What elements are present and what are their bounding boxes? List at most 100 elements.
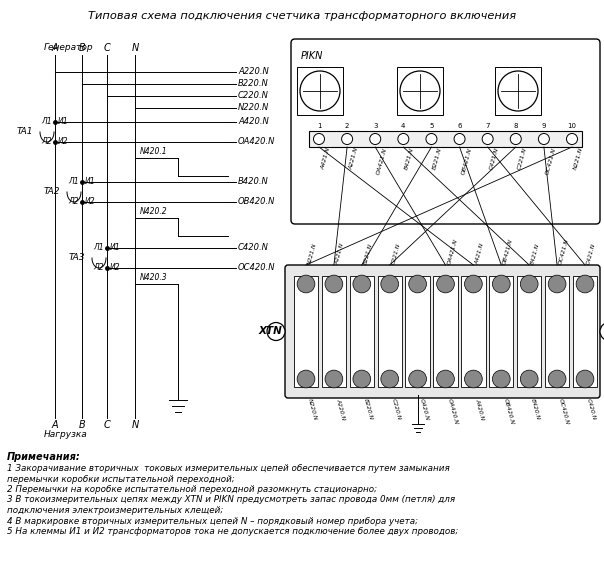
Circle shape [267,322,285,340]
Text: N420.2: N420.2 [140,207,168,216]
Text: N221.N: N221.N [307,242,318,265]
Text: OA421.N: OA421.N [446,237,458,265]
Circle shape [342,133,353,144]
Text: OB421.N: OB421.N [503,237,514,265]
Text: 8: 8 [513,123,518,129]
Text: OA420.N: OA420.N [446,398,458,425]
Circle shape [297,370,315,388]
Text: B: B [79,420,85,430]
Text: 2 Перемычки на коробке испытательной переходной разомкнуть стационарно;: 2 Перемычки на коробке испытательной пер… [7,485,377,494]
Text: 4 В маркировке вторичных измерительных цепей N – порядковый номер прибора учета;: 4 В маркировке вторичных измерительных ц… [7,516,418,526]
Text: B220.N: B220.N [238,80,269,88]
Circle shape [548,370,566,388]
Circle shape [409,370,426,388]
Text: B421.N: B421.N [530,242,541,265]
Bar [573,276,597,387]
Circle shape [520,275,538,293]
Text: И1: И1 [110,243,121,253]
Text: N220.N: N220.N [238,104,269,112]
Text: A221.N: A221.N [348,147,359,171]
Text: A420.N: A420.N [474,398,485,421]
Text: A421.N: A421.N [320,147,331,171]
Text: C220.N: C220.N [391,398,401,421]
Text: A221.N: A221.N [335,242,345,265]
Circle shape [437,275,454,293]
Text: 3 В токоизмерительных цепях между XTN и PIKN предусмотреть запас провода 0мм (пе: 3 В токоизмерительных цепях между XTN и … [7,495,455,505]
Circle shape [398,133,409,144]
Text: Типовая схема подключения счетчика трансформаторного включения: Типовая схема подключения счетчика транс… [88,11,516,21]
Text: 10: 10 [568,123,576,129]
Text: 1 Закорачивание вторичных  токовых измерительных цепей обеспечивается путем замы: 1 Закорачивание вторичных токовых измери… [7,464,450,473]
Text: C221.N: C221.N [391,242,401,265]
Bar [433,276,458,387]
Bar [405,276,430,387]
Text: N420.3: N420.3 [140,273,168,282]
Circle shape [297,275,315,293]
Text: 9: 9 [542,123,546,129]
Text: 2: 2 [345,123,349,129]
Text: Нагрузка: Нагрузка [44,430,88,439]
Text: И1: И1 [58,118,69,126]
Circle shape [426,133,437,144]
Bar [322,276,346,387]
Text: XTN: XTN [259,327,282,336]
Circle shape [576,370,594,388]
Text: 3: 3 [373,123,378,129]
Circle shape [492,370,510,388]
Text: TA2: TA2 [43,187,60,197]
Circle shape [353,370,371,388]
Text: N: N [132,43,139,53]
Bar [397,67,443,115]
Text: OB421.N: OB421.N [461,147,472,175]
FancyBboxPatch shape [285,265,600,398]
Text: C: C [104,420,111,430]
Text: Генератор: Генератор [44,43,94,52]
Text: 5: 5 [429,123,434,129]
Bar [309,131,582,147]
Text: Примечания:: Примечания: [7,452,81,462]
Text: PIKN: PIKN [301,51,323,61]
Text: Л2: Л2 [42,137,52,147]
Text: Л1: Л1 [68,178,79,186]
Text: И2: И2 [58,137,69,147]
Text: N220.N: N220.N [307,398,318,421]
Text: C420.N: C420.N [586,398,597,421]
Text: O420.N: O420.N [419,398,429,421]
Text: B221.N: B221.N [432,147,443,171]
Circle shape [325,275,343,293]
Bar [545,276,570,387]
Bar [294,276,318,387]
Text: C221.N: C221.N [517,147,527,171]
Bar [378,276,402,387]
Text: B: B [79,43,85,53]
Text: TA1: TA1 [16,127,33,137]
Text: перемычки коробки испытательной переходной;: перемычки коробки испытательной переходн… [7,474,235,484]
Text: OC421.N: OC421.N [558,237,570,265]
Text: OA421.N: OA421.N [376,147,388,175]
Text: A: A [52,43,59,53]
Text: 4: 4 [401,123,405,129]
Circle shape [600,322,604,340]
Text: C421.N: C421.N [489,147,500,171]
Text: B420.N: B420.N [530,398,541,421]
Text: B221.N: B221.N [363,242,373,265]
Bar [495,67,541,115]
Bar [461,276,486,387]
Circle shape [313,133,324,144]
Text: 7: 7 [486,123,490,129]
Circle shape [454,133,465,144]
Text: Л2: Л2 [94,264,104,272]
Text: 5 На клеммы И1 и И2 трансформаторов тока не допускается подключение более двух п: 5 На клеммы И1 и И2 трансформаторов тока… [7,527,458,536]
Circle shape [538,133,550,144]
Text: A421.N: A421.N [474,242,485,265]
Text: N420.1: N420.1 [140,147,168,156]
Text: подключения электроизмерительных клещей;: подключения электроизмерительных клещей; [7,506,223,515]
Text: 1: 1 [316,123,321,129]
Circle shape [520,370,538,388]
Circle shape [381,275,399,293]
Text: Л1: Л1 [94,243,104,253]
Circle shape [409,275,426,293]
Bar [350,276,374,387]
Text: B420.N: B420.N [238,178,269,186]
Text: OA420.N: OA420.N [238,137,275,147]
